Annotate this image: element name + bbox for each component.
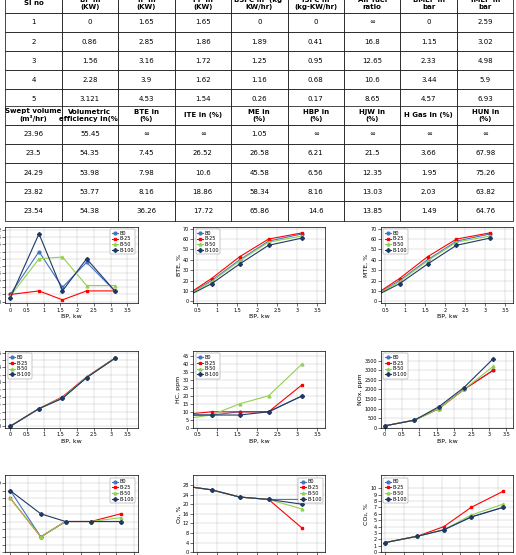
Y-axis label: BTE, %: BTE, % (176, 254, 181, 276)
Legend: B0, B-25, B-50, B-100: B0, B-25, B-50, B-100 (110, 478, 135, 503)
Legend: B0, B-25, B-50, B-100: B0, B-25, B-50, B-100 (383, 354, 408, 379)
Y-axis label: CO₂, %: CO₂, % (364, 503, 369, 525)
Y-axis label: NOx, ppm: NOx, ppm (358, 374, 363, 405)
X-axis label: BP, kw: BP, kw (61, 438, 82, 443)
X-axis label: BP, kw: BP, kw (249, 314, 270, 319)
Legend: B0, B-25, B-50, B-100: B0, B-25, B-50, B-100 (196, 354, 220, 379)
Legend: B0, B-25, B-50, B-100: B0, B-25, B-50, B-100 (110, 229, 135, 254)
Legend: B0, B-25, B-50, B-100: B0, B-25, B-50, B-100 (8, 354, 33, 379)
X-axis label: BP, kw: BP, kw (437, 438, 458, 443)
Y-axis label: MTE, %: MTE, % (364, 254, 369, 276)
Legend: B0, B-25, B-50, B-100: B0, B-25, B-50, B-100 (383, 229, 408, 254)
Legend: B0, B-25, B-50, B-100: B0, B-25, B-50, B-100 (196, 229, 220, 254)
Y-axis label: O₂, %: O₂, % (176, 505, 181, 523)
X-axis label: BP, kw: BP, kw (61, 314, 82, 319)
Y-axis label: HC, ppm: HC, ppm (176, 376, 181, 403)
Legend: B0, B-25, B-50, B-100: B0, B-25, B-50, B-100 (298, 478, 323, 503)
X-axis label: BP, kw: BP, kw (437, 314, 458, 319)
Legend: B0, B-25, B-50, B-100: B0, B-25, B-50, B-100 (383, 478, 408, 503)
X-axis label: BP, kw: BP, kw (249, 438, 270, 443)
